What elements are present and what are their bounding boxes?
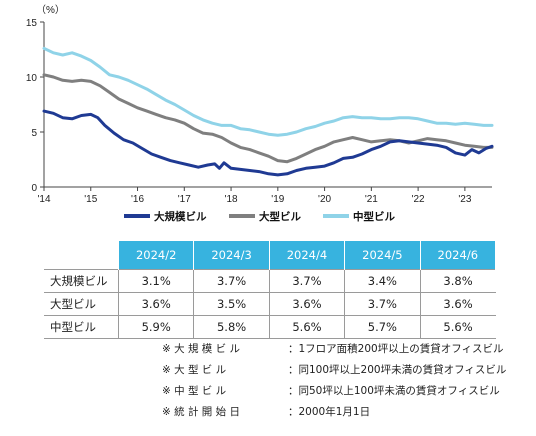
footnote-label: ※ 大 型 ビ ル xyxy=(162,364,227,376)
series-line-2 xyxy=(42,73,494,164)
footnote-text: ：同100坪以上200坪未満の賃貸オフィスビル xyxy=(288,364,507,376)
table-corner xyxy=(44,240,119,270)
table-cell: 3.8% xyxy=(419,269,496,293)
x-tick-label: '19 xyxy=(271,194,284,205)
legend-label: 大規模ビル xyxy=(154,210,207,223)
vacancy-rate-table: 2024/2 2024/3 2024/4 2024/5 2024/6 大規模ビル… xyxy=(44,240,497,339)
y-axis-unit: （%） xyxy=(36,4,65,16)
table-cell: 3.7% xyxy=(344,292,421,316)
row-label: 大規模ビル xyxy=(44,269,119,293)
footnote-label: ※ 大 規 模 ビ ル xyxy=(162,343,240,355)
y-tick-label: 15 xyxy=(26,18,38,29)
table-cell: 3.6% xyxy=(268,292,345,316)
row-label: 中型ビル xyxy=(44,315,119,339)
col-header: 2024/3 xyxy=(193,240,270,270)
table-cell: 5.8% xyxy=(193,315,270,339)
x-tick-label: '14 xyxy=(37,194,50,205)
table-cell: 3.5% xyxy=(193,292,270,316)
x-tick-label: '20 xyxy=(318,194,331,205)
table-row: 中型ビル 5.9% 5.8% 5.6% 5.7% 5.6% xyxy=(44,315,496,339)
table-row: 大型ビル 3.6% 3.5% 3.6% 3.7% 3.6% xyxy=(44,292,496,316)
y-tick-label: 10 xyxy=(26,73,38,84)
table-header-row: 2024/2 2024/3 2024/4 2024/5 2024/6 xyxy=(44,240,497,270)
x-tick-label: '17 xyxy=(178,194,191,205)
table-row: 大規模ビル 3.1% 3.7% 3.7% 3.4% 3.8% xyxy=(44,269,496,293)
table-cell: 5.9% xyxy=(117,315,194,339)
footnote-label: ※ 中 型 ビ ル xyxy=(162,385,227,397)
x-tick-label: '15 xyxy=(84,194,97,205)
y-tick-label: 0 xyxy=(31,183,37,194)
footnote: ※ 大 規 模 ビ ル ：1フロア面積200坪以上の賃貸オフィスビル xyxy=(162,339,506,360)
table-cell: 3.4% xyxy=(344,269,421,293)
table-cell: 3.7% xyxy=(193,269,270,293)
footnote-text: ：2000年1月1日 xyxy=(288,406,371,418)
col-header: 2024/4 xyxy=(268,240,346,270)
footnote-text: ：1フロア面積200坪以上の賃貸オフィスビル xyxy=(288,343,504,355)
row-label: 大型ビル xyxy=(44,292,119,316)
table-cell: 5.7% xyxy=(344,315,421,339)
x-tick-label: '16 xyxy=(131,194,144,205)
col-header: 2024/2 xyxy=(117,240,195,270)
table-cell: 3.7% xyxy=(268,269,345,293)
x-tick-label: '23 xyxy=(458,194,471,205)
col-header: 2024/6 xyxy=(419,240,497,270)
x-tick-label: '22 xyxy=(412,194,425,205)
table-cell: 5.6% xyxy=(268,315,345,339)
table-cell: 3.6% xyxy=(419,292,496,316)
series-line-3 xyxy=(42,46,494,137)
x-tick-label: '18 xyxy=(225,194,238,205)
footnote-text: ：同50坪以上100坪未満の賃貸オフィスビル xyxy=(288,385,500,397)
table-cell: 3.1% xyxy=(117,269,194,293)
footnote-label: ※ 統 計 開 始 日 xyxy=(162,406,240,418)
footnotes: ※ 大 規 模 ビ ル ：1フロア面積200坪以上の賃貸オフィスビル ※ 大 型… xyxy=(162,339,506,423)
vacancy-rate-line-chart: （%） 0 5 10 15 '14 '15 '16 '17 '18 '19 '20 '21 '22 '2… xyxy=(26,4,494,223)
footnote: ※ 大 型 ビ ル ：同100坪以上200坪未満の賃貸オフィスビル xyxy=(162,360,506,381)
col-header: 2024/5 xyxy=(344,240,421,270)
x-tick-label: '21 xyxy=(365,194,378,205)
y-tick-label: 5 xyxy=(31,128,37,139)
table-cell: 3.6% xyxy=(117,292,194,316)
series-line-1 xyxy=(42,109,494,177)
legend-label: 中型ビル xyxy=(353,210,395,223)
footnote: ※ 中 型 ビ ル ：同50坪以上100坪未満の賃貸オフィスビル xyxy=(162,381,506,402)
table-cell: 5.6% xyxy=(419,315,496,339)
legend-label: 大型ビル xyxy=(259,210,301,223)
footnote: ※ 統 計 開 始 日 ：2000年1月1日 xyxy=(162,402,506,423)
